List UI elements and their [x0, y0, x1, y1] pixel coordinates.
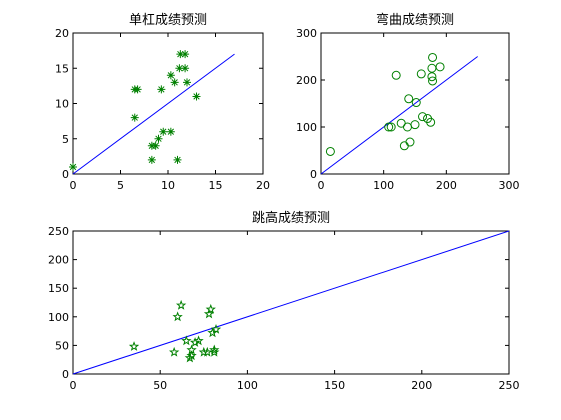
x-tick-label: 0 [318, 179, 325, 192]
reference-line [72, 230, 510, 375]
subplot-3: 跳高成绩预测 0 50 100 150 200 250 0 50 100 150 200 250 [48, 210, 520, 392]
data-point [133, 85, 142, 94]
data-point [183, 78, 191, 87]
data-point [176, 50, 185, 59]
x-tick-label: 100 [373, 179, 394, 192]
y-tick-label: 200 [48, 254, 69, 267]
data-point [184, 352, 196, 363]
data-point [181, 64, 190, 73]
x-tick-label: 20 [256, 179, 270, 192]
data-point [428, 52, 438, 62]
y-tick-label: 0 [310, 168, 317, 181]
subplot-1: 单杠成绩预测 0 5 10 15 20 0 5 10 15 20 [55, 12, 270, 192]
y-tick-label: 300 [296, 27, 317, 40]
data-point [168, 346, 180, 357]
data-point [435, 62, 445, 72]
x-tick-label: 300 [499, 179, 520, 192]
data-point [428, 76, 438, 86]
x-tick-label: 200 [411, 379, 432, 392]
data-point [181, 50, 190, 59]
y-tick-label: 100 [48, 311, 69, 324]
data-point [192, 92, 201, 101]
data-point [404, 94, 414, 104]
y-tick-label: 15 [55, 62, 69, 75]
data-point [203, 308, 215, 319]
data-point [325, 146, 335, 156]
y-tick-label: 100 [296, 121, 317, 134]
data-point [157, 85, 166, 94]
y-tick-label: 0 [62, 368, 69, 381]
x-tick-label: 50 [153, 379, 167, 392]
data-point [69, 162, 77, 171]
data-point [193, 335, 204, 346]
data-points [69, 50, 201, 171]
data-point [411, 98, 421, 108]
data-point [175, 64, 184, 73]
data-point [189, 337, 201, 347]
chart-title: 单杠成绩预测 [129, 12, 207, 28]
data-point [426, 117, 436, 127]
data-point [175, 299, 187, 310]
x-tick-label: 5 [117, 179, 124, 192]
chart-title: 跳高成绩预测 [252, 210, 330, 226]
data-point [410, 120, 420, 130]
data-point [172, 311, 183, 322]
y-tick-label: 5 [62, 133, 69, 146]
x-tick-label: 0 [70, 379, 77, 392]
data-point [416, 69, 426, 79]
y-tick-label: 200 [296, 74, 317, 87]
data-point [170, 78, 179, 87]
y-tick-label: 10 [55, 98, 69, 111]
reference-line [320, 56, 478, 175]
x-tick-label: 150 [324, 379, 345, 392]
reference-line [72, 53, 235, 175]
y-tick-label: 150 [48, 282, 69, 295]
data-point [130, 113, 139, 122]
data-point [128, 341, 140, 351]
y-tick-label: 50 [55, 339, 69, 352]
data-point [186, 344, 197, 355]
x-tick-label: 15 [209, 179, 223, 192]
data-point [173, 155, 182, 164]
data-point [391, 70, 401, 80]
data-point [210, 323, 222, 334]
data-point [384, 122, 394, 132]
data-point [427, 72, 437, 82]
y-tick-label: 0 [62, 168, 69, 181]
x-tick-label: 10 [161, 179, 175, 192]
x-tick-label: 0 [70, 179, 77, 192]
data-point [405, 137, 415, 147]
data-point [386, 122, 396, 132]
data-point [166, 127, 175, 136]
chart-title: 弯曲成绩预测 [376, 12, 454, 28]
data-point [147, 155, 156, 164]
x-tick-label: 250 [499, 379, 520, 392]
data-point [186, 350, 197, 361]
data-point [209, 344, 220, 355]
data-point [418, 112, 428, 122]
data-point [209, 346, 220, 357]
subplot-2: 弯曲成绩预测 0 100 200 300 0 100 200 300 [296, 12, 520, 192]
data-point [159, 127, 168, 136]
data-point [154, 134, 163, 143]
data-points [128, 299, 222, 363]
x-tick-label: 100 [237, 379, 258, 392]
y-tick-label: 20 [55, 27, 69, 40]
data-point [205, 303, 216, 314]
data-points [325, 52, 445, 156]
data-point [166, 71, 175, 80]
y-tick-label: 250 [48, 225, 69, 238]
data-point [151, 141, 160, 150]
data-point [181, 335, 192, 346]
x-tick-label: 200 [436, 179, 457, 192]
